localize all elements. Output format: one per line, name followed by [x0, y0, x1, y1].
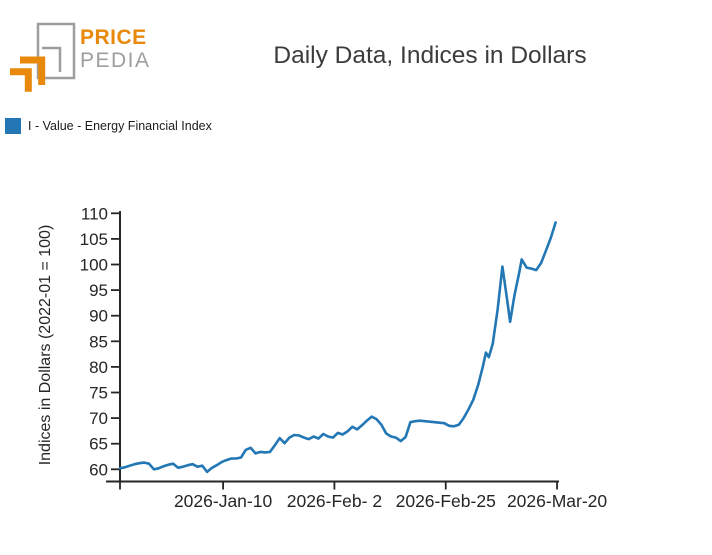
x-tick-label: 2026-Jan-10	[174, 491, 273, 511]
y-tick-label: 100	[80, 256, 108, 275]
y-tick-label: 90	[89, 307, 108, 326]
y-tick-label: 95	[89, 281, 108, 300]
index-line-series	[118, 221, 557, 474]
logo-outer-square	[36, 22, 76, 80]
logo-orange-corner-2	[10, 68, 32, 92]
logo-orange-corner-1	[20, 56, 46, 85]
legend-swatch-icon	[5, 118, 21, 134]
chart-title: Daily Data, Indices in Dollars	[273, 42, 587, 69]
logo-text-price: PRICE	[80, 26, 147, 49]
y-tick-label: 60	[89, 460, 108, 479]
x-tick-label: 2026-Mar-20	[507, 491, 607, 511]
logo-text-pedia: PEDIA	[80, 49, 151, 72]
legend-label: I - Value - Energy Financial Index	[28, 119, 212, 133]
x-tick-label: 2026-Feb- 2	[287, 491, 382, 511]
logo-gray-corner	[42, 46, 62, 72]
y-tick-label: 70	[89, 409, 108, 428]
y-tick-label: 80	[89, 358, 108, 377]
y-tick-label: 85	[89, 332, 108, 351]
legend: I - Value - Energy Financial Index	[5, 118, 212, 134]
y-tick-label: 65	[89, 435, 108, 454]
x-tick-label: 2026-Feb-25	[396, 491, 496, 511]
y-tick-label: 110	[81, 204, 108, 223]
pricepedia-logo-mark-icon	[10, 22, 76, 92]
pricepedia-logo: PRICE PEDIA	[10, 10, 190, 105]
y-tick-label: 75	[89, 384, 108, 403]
y-tick-label: 105	[80, 230, 108, 249]
